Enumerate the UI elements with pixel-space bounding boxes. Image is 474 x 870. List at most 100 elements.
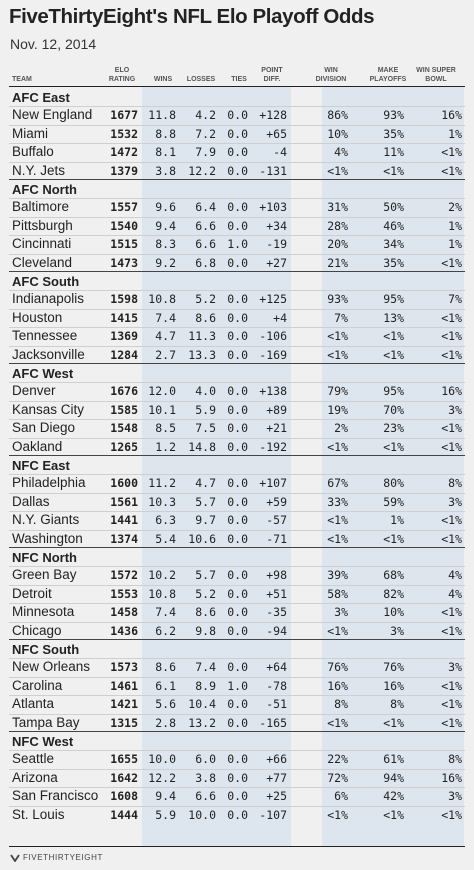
- footer-brand: FIVETHIRTYEIGHT: [10, 853, 103, 862]
- cell-win-super-bowl: <1%: [441, 513, 462, 527]
- division-divider: [9, 731, 465, 732]
- cell-elo: 1561: [110, 494, 138, 509]
- cell-make-playoffs: <1%: [383, 439, 404, 454]
- row-separator: [9, 308, 465, 310]
- cell-point-diff: -165: [259, 715, 287, 730]
- cell-losses: 6.6: [195, 237, 216, 251]
- cell-wins: 8.6: [155, 660, 176, 674]
- division-divider: [9, 363, 465, 364]
- cell-wins: 8.8: [155, 126, 176, 141]
- table-row: Minnesota 1458 7.4 8.6 0.0 -35 3% 10% <1%: [0, 603, 474, 622]
- cell-point-diff: +27: [266, 255, 287, 270]
- cell-team: Miami: [12, 125, 48, 141]
- cell-elo: 1415: [110, 310, 138, 325]
- cell-point-diff: +138: [259, 384, 287, 398]
- cell-win-division: 21%: [327, 255, 348, 270]
- row-separator: [9, 676, 465, 678]
- cell-make-playoffs: 35%: [383, 255, 404, 270]
- cell-win-division: 76%: [327, 660, 348, 674]
- cell-win-division: <1%: [327, 807, 348, 822]
- cell-win-super-bowl: <1%: [441, 678, 462, 693]
- table-row: Seattle 1655 10.0 6.0 0.0 +66 22% 61% 8%: [0, 750, 474, 769]
- cell-win-division: 33%: [327, 494, 348, 509]
- cell-ties: 0.0: [227, 145, 248, 159]
- cell-losses: 6.0: [195, 752, 216, 766]
- cell-point-diff: +103: [259, 200, 287, 214]
- row-separator: [9, 621, 465, 623]
- cell-make-playoffs: 8%: [390, 697, 404, 711]
- cell-point-diff: +98: [266, 568, 287, 582]
- cell-elo: 1608: [110, 789, 138, 803]
- cell-losses: 7.2: [195, 126, 216, 141]
- cell-team: Cincinnati: [12, 236, 72, 251]
- cell-win-super-bowl: 3%: [448, 494, 462, 509]
- row-separator: [9, 566, 465, 567]
- cell-losses: 3.8: [195, 770, 216, 785]
- cell-point-diff: -71: [266, 531, 287, 546]
- table-row: Denver 1676 12.0 4.0 0.0 +138 79% 95% 16%: [0, 382, 474, 401]
- cell-losses: 8.6: [195, 310, 216, 325]
- cell-make-playoffs: <1%: [383, 163, 404, 178]
- cell-losses: 13.3: [188, 347, 216, 362]
- cell-wins: 9.4: [155, 218, 176, 233]
- cell-team: Baltimore: [12, 199, 70, 214]
- cell-win-division: 20%: [327, 237, 348, 251]
- column-header-win-division: WIN DIVISION: [315, 67, 347, 83]
- cell-win-super-bowl: 2%: [448, 200, 462, 214]
- cell-win-super-bowl: <1%: [441, 623, 462, 638]
- cell-ties: 0.0: [227, 715, 248, 730]
- header-rule: [9, 86, 465, 87]
- row-separator: [9, 235, 465, 236]
- cell-win-super-bowl: <1%: [441, 697, 462, 711]
- cell-win-super-bowl: <1%: [441, 255, 462, 270]
- table-row: Miami 1532 8.8 7.2 0.0 +65 10% 35% 1%: [0, 125, 474, 144]
- cell-make-playoffs: 68%: [383, 568, 404, 582]
- table-row: New England 1677 11.8 4.2 0.0 +128 86% 93% 16%: [0, 106, 474, 125]
- table-row: Carolina 1461 6.1 8.9 1.0 -78 16% 16% <1%: [0, 677, 474, 696]
- division-divider: [9, 271, 465, 272]
- row-separator: [9, 198, 465, 199]
- cell-wins: 12.0: [148, 384, 176, 398]
- cell-point-diff: -106: [259, 329, 287, 343]
- cell-win-division: 6%: [334, 789, 348, 803]
- cell-make-playoffs: 35%: [383, 126, 404, 141]
- table-row: Cleveland 1473 9.2 6.8 0.0 +27 21% 35% <1%: [0, 254, 474, 273]
- cell-make-playoffs: <1%: [383, 329, 404, 343]
- cell-wins: 12.2: [148, 770, 176, 785]
- cell-win-division: 8%: [334, 697, 348, 711]
- cell-win-division: <1%: [327, 329, 348, 343]
- cell-point-diff: -107: [259, 807, 287, 822]
- row-separator: [9, 695, 465, 696]
- cell-elo: 1598: [110, 292, 138, 306]
- cell-losses: 14.8: [188, 439, 216, 454]
- cell-wins: 10.2: [148, 568, 176, 582]
- row-separator: [9, 327, 465, 328]
- cell-win-super-bowl: 8%: [448, 476, 462, 490]
- cell-point-diff: +125: [259, 292, 287, 306]
- cell-win-division: 72%: [327, 770, 348, 785]
- cell-elo: 1458: [110, 605, 138, 619]
- column-header-win-super-bowl: WIN SUPER BOWL: [416, 67, 456, 83]
- cell-point-diff: +89: [266, 402, 287, 417]
- cell-elo: 1532: [110, 126, 138, 141]
- cell-win-super-bowl: 3%: [448, 660, 462, 674]
- cell-team: Buffalo: [12, 144, 54, 159]
- table-row: Arizona 1642 12.2 3.8 0.0 +77 72% 94% 16%: [0, 769, 474, 788]
- cell-win-super-bowl: 4%: [448, 586, 462, 601]
- cell-ties: 0.0: [227, 439, 248, 454]
- cell-ties: 0.0: [227, 218, 248, 233]
- table-row: San Francisco 1608 9.4 6.6 0.0 +25 6% 42% 3%: [0, 787, 474, 806]
- cell-win-division: 22%: [327, 752, 348, 766]
- cell-losses: 10.4: [188, 697, 216, 711]
- cell-win-division: 3%: [334, 605, 348, 619]
- cell-team: San Diego: [12, 420, 76, 435]
- cell-wins: 6.3: [155, 513, 176, 527]
- cell-point-diff: +128: [259, 108, 287, 122]
- cell-win-super-bowl: 16%: [441, 384, 462, 398]
- cell-point-diff: -51: [266, 697, 287, 711]
- cell-point-diff: -131: [259, 163, 287, 178]
- cell-make-playoffs: 94%: [383, 770, 404, 785]
- division-divider: [9, 547, 465, 548]
- division-label: AFC West: [12, 366, 74, 381]
- cell-team: St. Louis: [12, 806, 65, 822]
